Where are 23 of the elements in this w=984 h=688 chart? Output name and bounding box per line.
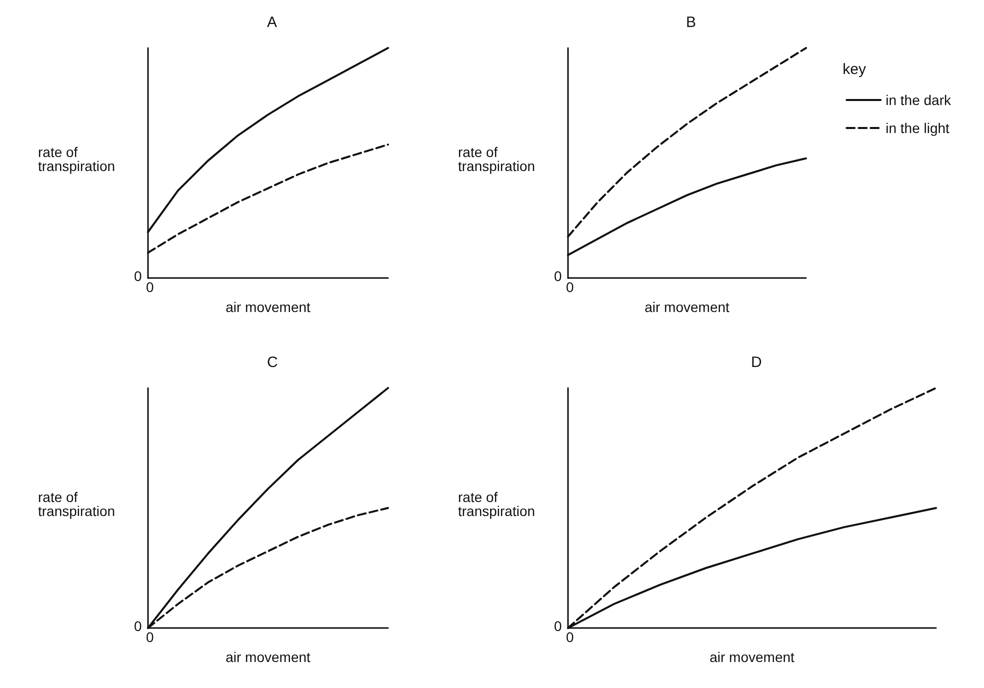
x-axis-title: air movement	[644, 299, 730, 315]
text: 0	[134, 268, 142, 284]
x-axis-title: air movement	[226, 299, 311, 315]
text: 0	[146, 629, 154, 645]
legend-label: in the light	[886, 120, 950, 136]
chart-title: A	[267, 14, 278, 31]
x-axis-title: air movement	[710, 649, 795, 665]
y-axis-title: rate of transpiration	[458, 144, 536, 174]
legend-title: key	[842, 61, 866, 78]
text: 0	[566, 629, 574, 645]
text: 0	[146, 279, 154, 295]
y-axis-title: rate of transpiration	[38, 144, 116, 174]
chart-title: C	[267, 354, 278, 371]
y-axis-title: rate of transpiration	[458, 489, 536, 519]
legend-label: in the dark	[886, 92, 952, 108]
y-axis-title: rate of transpiration	[38, 489, 116, 519]
text: 0	[134, 618, 142, 634]
text: 0	[554, 268, 562, 284]
x-axis-title: air movement	[226, 649, 311, 665]
text: 0	[566, 279, 574, 295]
chart-title: B	[686, 14, 696, 31]
text: 0	[554, 618, 562, 634]
chart-title: D	[751, 354, 762, 371]
